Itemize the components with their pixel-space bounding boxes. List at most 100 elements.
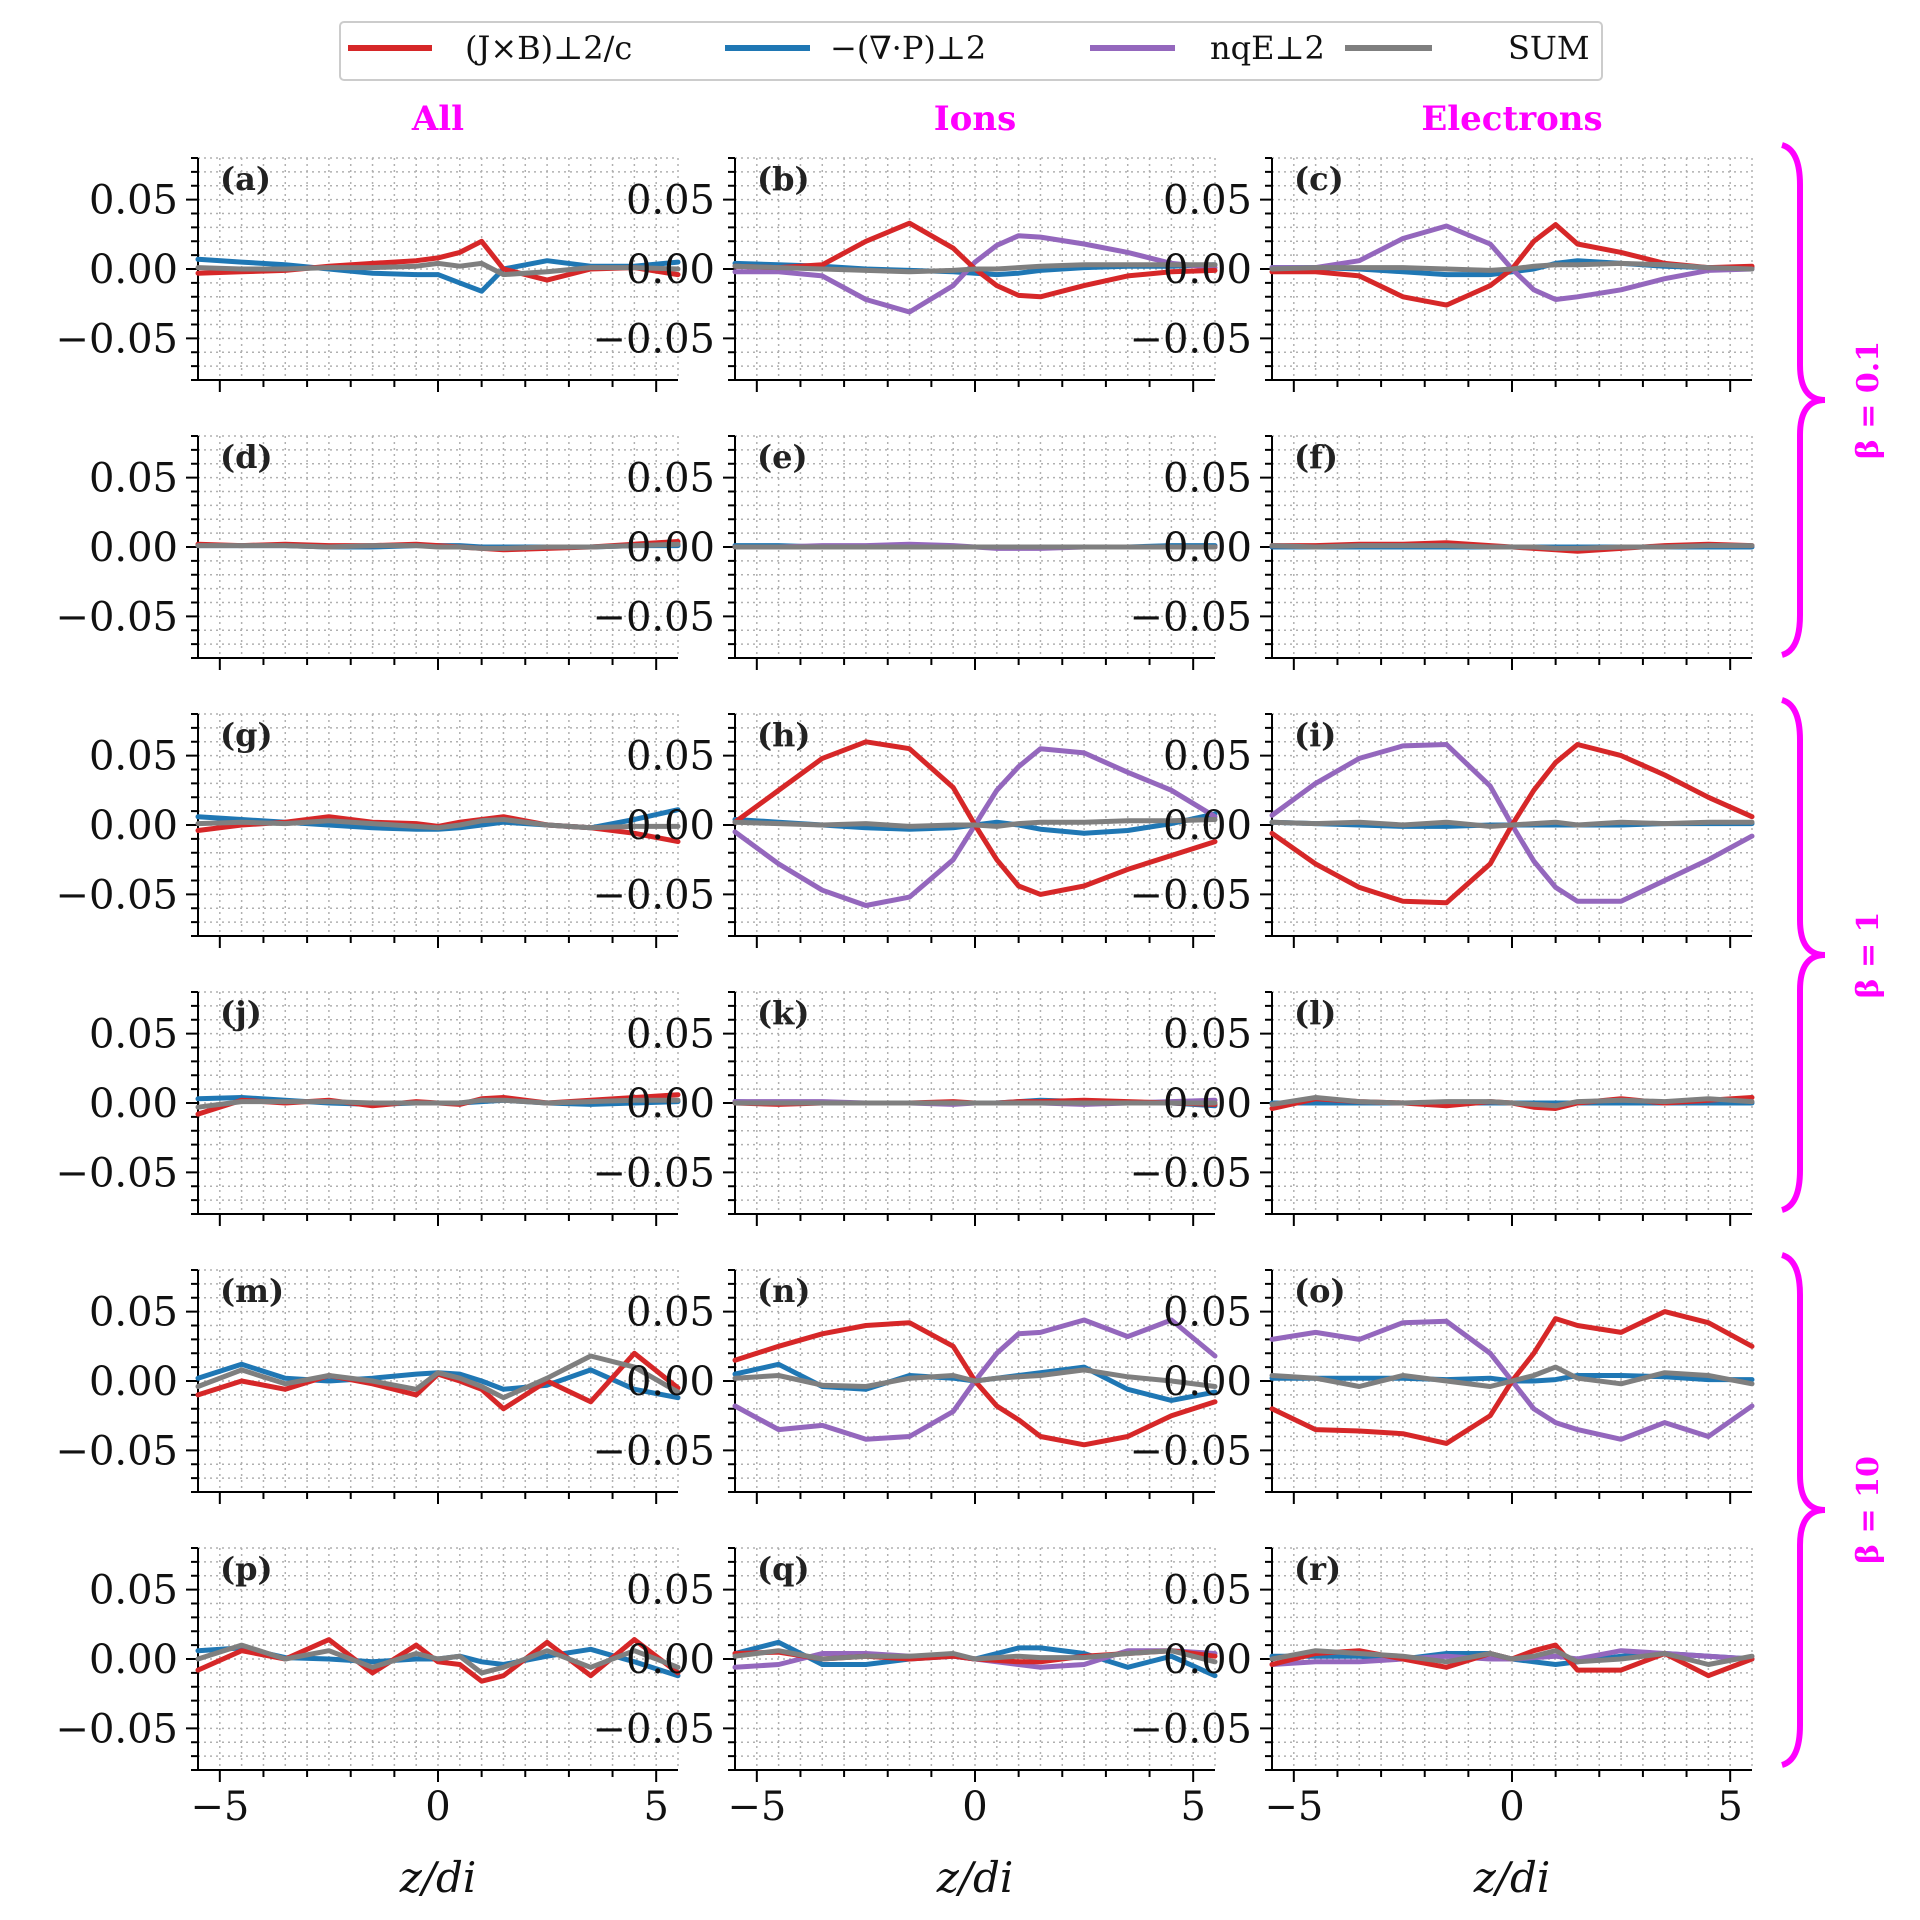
y-tick-label: 0.00	[89, 1081, 178, 1127]
y-tick-label: −0.05	[592, 594, 715, 640]
series-line-divp	[195, 256, 681, 294]
panel-c: 0.05 0.00 −0.05 (c)	[1129, 157, 1755, 392]
beta-label-0.1: β = 0.1	[1851, 341, 1886, 459]
y-tick-label: −0.05	[55, 316, 178, 362]
y-tick-label: 0.00	[626, 247, 715, 293]
y-tick-label: −0.05	[1129, 594, 1252, 640]
series-line-sum	[195, 541, 681, 551]
y-tick-label: 0.05	[1163, 1290, 1252, 1336]
y-tick-label: −0.05	[1129, 316, 1252, 362]
panel-label: (i)	[1294, 716, 1336, 754]
series-line-nqe	[732, 746, 1218, 908]
series-line-jxb	[1269, 742, 1755, 906]
y-tick-label: 0.00	[89, 1637, 178, 1683]
column-title-ions: Ions	[934, 99, 1016, 139]
x-tick-label: 0	[1499, 1784, 1524, 1830]
y-tick-label: −0.05	[55, 1150, 178, 1196]
series-line-nqe	[1269, 223, 1755, 302]
y-tick-label: 0.05	[89, 734, 178, 780]
y-tick-label: 0.05	[626, 178, 715, 224]
y-tick-label: 0.05	[1163, 1568, 1252, 1614]
x-tick-label: 5	[1717, 1784, 1742, 1830]
panel-label: (a)	[220, 160, 271, 198]
series-line-jxb	[732, 1320, 1218, 1448]
legend-box	[339, 21, 1603, 81]
panel-label: (d)	[220, 438, 273, 476]
x-tick-label: 0	[425, 1784, 450, 1830]
panel-label: (g)	[220, 716, 273, 754]
series-line-jxb	[732, 739, 1218, 897]
y-tick-label: −0.05	[55, 872, 178, 918]
panel-label: (m)	[220, 1272, 284, 1310]
panel-r: 0.05 0.00 −0.05 −5 0 5 (r)	[1129, 1547, 1755, 1830]
panel-e: 0.05 0.00 −0.05 (e)	[592, 435, 1218, 670]
y-tick-label: 0.05	[626, 1012, 715, 1058]
legend-label-divp: −(∇·P)⊥2	[830, 29, 986, 67]
y-tick-label: −0.05	[592, 316, 715, 362]
panel-n: 0.05 0.00 −0.05 (n)	[592, 1269, 1218, 1504]
legend-label-jxb: (J×B)⊥2/c	[465, 29, 632, 67]
y-tick-label: 0.00	[1163, 1359, 1252, 1405]
beta-label-10: β = 10	[1851, 1456, 1886, 1564]
series-line-sum	[1269, 819, 1755, 829]
y-tick-label: 0.00	[626, 1637, 715, 1683]
panel-label: (k)	[757, 994, 809, 1032]
panel-label: (q)	[757, 1550, 810, 1588]
x-tick-label: 5	[643, 1784, 668, 1830]
panel-f: 0.05 0.00 −0.05 (f)	[1129, 435, 1755, 670]
series-line-jxb	[732, 220, 1218, 300]
panel-k: 0.05 0.00 −0.05 (k)	[592, 991, 1218, 1226]
y-tick-label: 0.05	[89, 178, 178, 224]
series-line-sum	[1269, 260, 1755, 273]
column-title-electrons: Electrons	[1421, 99, 1602, 139]
series-line-jxb	[1269, 222, 1755, 308]
y-tick-label: −0.05	[55, 1428, 178, 1474]
brace-beta-1	[1780, 697, 1826, 1213]
panels-container: 0.05 0.00 −0.05 (a) 0.05 0.00 −0.05 (b) 0.05 0.00…	[55, 157, 1755, 1830]
panel-label: (r)	[1294, 1550, 1341, 1588]
y-tick-label: 0.05	[1163, 178, 1252, 224]
series-line-nqe	[1269, 1318, 1755, 1442]
y-tick-label: 0.00	[1163, 525, 1252, 571]
y-tick-label: 0.05	[626, 1290, 715, 1336]
y-tick-label: −0.05	[592, 1428, 715, 1474]
y-tick-label: 0.00	[89, 803, 178, 849]
y-tick-label: 0.05	[1163, 456, 1252, 502]
series-line-sum	[195, 1353, 681, 1401]
x-tick-label: −5	[727, 1784, 786, 1830]
series-line-sum	[195, 817, 681, 831]
y-tick-label: −0.05	[55, 1706, 178, 1752]
panel-label: (n)	[757, 1272, 811, 1310]
panel-label: (o)	[1294, 1272, 1346, 1310]
panel-g: 0.05 0.00 −0.05 (g)	[55, 713, 681, 948]
x-tick-label: −5	[190, 1784, 249, 1830]
panel-label: (l)	[1294, 994, 1336, 1032]
brace-beta-0.1	[1780, 142, 1826, 658]
column-title-all: All	[411, 99, 464, 139]
y-tick-label: 0.05	[89, 1568, 178, 1614]
y-tick-label: 0.05	[626, 734, 715, 780]
panel-p: 0.05 0.00 −0.05 −5 0 5 (p)	[55, 1547, 681, 1830]
y-tick-label: 0.05	[626, 456, 715, 502]
series-line-nqe	[732, 233, 1218, 315]
y-tick-label: 0.00	[626, 525, 715, 571]
series-line-sum	[1269, 1648, 1755, 1667]
y-tick-label: 0.00	[1163, 1081, 1252, 1127]
y-tick-label: −0.05	[592, 872, 715, 918]
series-line-nqe	[1269, 742, 1755, 904]
y-tick-label: 0.05	[626, 1568, 715, 1614]
panel-d: 0.05 0.00 −0.05 (d)	[55, 435, 681, 670]
y-tick-label: 0.05	[89, 456, 178, 502]
y-tick-label: −0.05	[1129, 872, 1252, 918]
series-line-sum	[195, 1097, 681, 1110]
legend: (J×B)⊥2/c −(∇·P)⊥2 nqE⊥2 SUM	[339, 21, 1603, 81]
y-tick-label: 0.00	[626, 1081, 715, 1127]
panel-q: 0.05 0.00 −0.05 −5 0 5 (q)	[592, 1547, 1218, 1830]
series-line-sum	[1269, 543, 1755, 551]
series-line-sum	[732, 1648, 1218, 1665]
panel-label: (b)	[757, 160, 810, 198]
panel-h: 0.05 0.00 −0.05 (h)	[592, 713, 1218, 948]
beta-label-1: β = 1	[1851, 912, 1886, 999]
y-tick-label: −0.05	[1129, 1428, 1252, 1474]
